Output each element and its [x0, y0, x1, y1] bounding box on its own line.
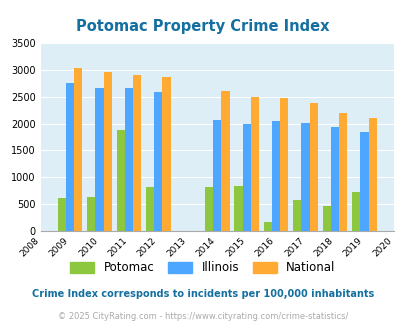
Bar [58, 198, 66, 231]
Bar [124, 87, 133, 231]
Bar [301, 123, 309, 231]
Bar [116, 130, 124, 231]
Bar [242, 124, 250, 231]
Bar [330, 127, 338, 231]
Bar [221, 91, 229, 231]
Bar [271, 121, 279, 231]
Bar [103, 72, 111, 231]
Bar [263, 222, 271, 231]
Bar [234, 186, 242, 231]
Bar [133, 75, 141, 231]
Bar [279, 98, 288, 231]
Bar [359, 132, 368, 231]
Legend: Potomac, Illinois, National: Potomac, Illinois, National [66, 257, 339, 279]
Bar [66, 83, 74, 231]
Bar [292, 200, 301, 231]
Bar [74, 68, 82, 231]
Bar [146, 187, 154, 231]
Text: © 2025 CityRating.com - https://www.cityrating.com/crime-statistics/: © 2025 CityRating.com - https://www.city… [58, 312, 347, 321]
Bar [154, 92, 162, 231]
Text: Potomac Property Crime Index: Potomac Property Crime Index [76, 19, 329, 34]
Bar [309, 103, 317, 231]
Bar [205, 187, 213, 231]
Bar [95, 87, 103, 231]
Bar [213, 120, 221, 231]
Bar [351, 192, 359, 231]
Bar [368, 117, 376, 231]
Bar [338, 113, 346, 231]
Bar [322, 206, 330, 231]
Bar [87, 197, 95, 231]
Bar [250, 97, 258, 231]
Bar [162, 77, 170, 231]
Text: Crime Index corresponds to incidents per 100,000 inhabitants: Crime Index corresponds to incidents per… [32, 289, 373, 299]
